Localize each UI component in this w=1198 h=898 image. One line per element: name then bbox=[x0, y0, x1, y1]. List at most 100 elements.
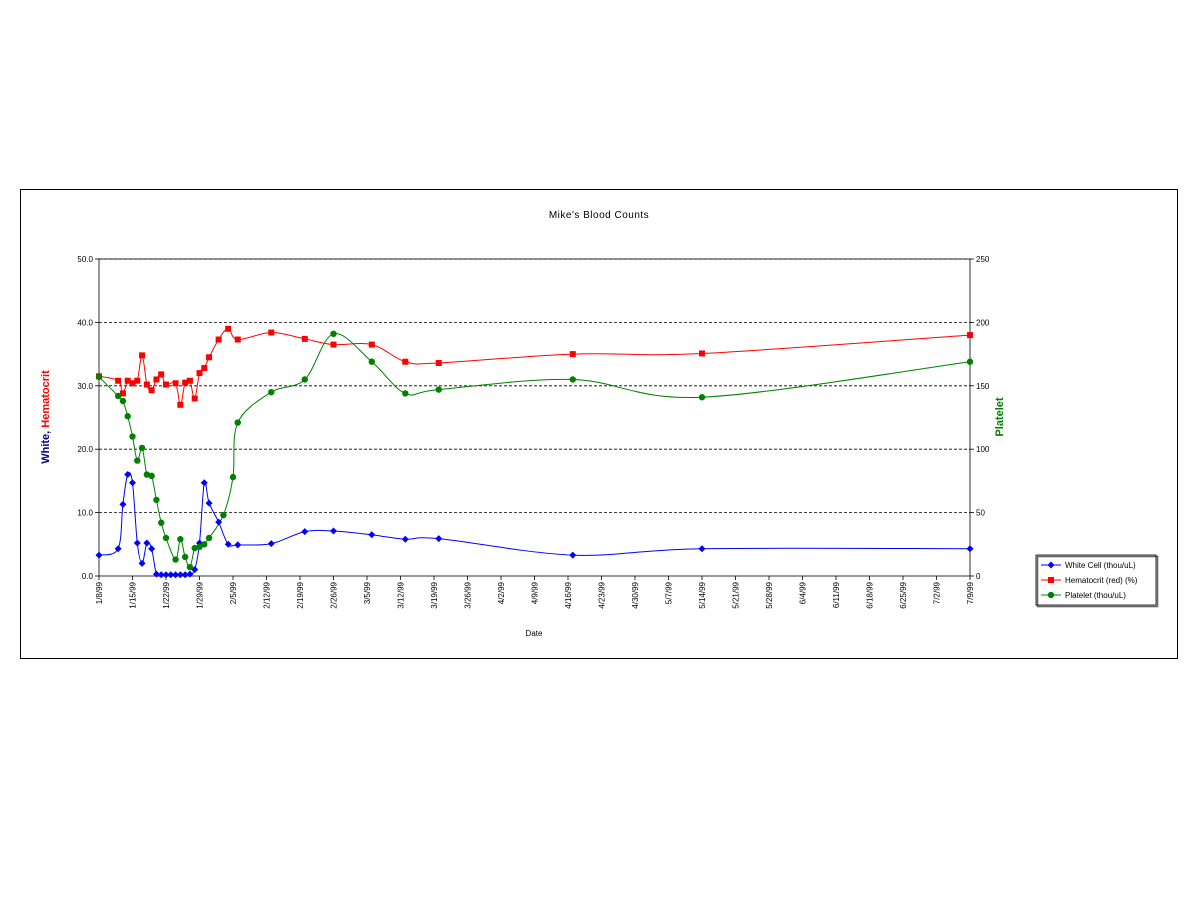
data-point-circle bbox=[162, 534, 170, 542]
x-tick-label: 5/28/99 bbox=[765, 581, 774, 608]
y-axis-label-left: White, Hematocrit bbox=[40, 370, 52, 464]
data-point-diamond bbox=[129, 479, 136, 487]
y-right-tick-label: 200 bbox=[976, 318, 990, 327]
y-left-tick-label: 0.0 bbox=[82, 572, 94, 581]
data-point-square bbox=[225, 325, 232, 332]
x-tick-label: 7/2/99 bbox=[933, 581, 942, 604]
data-point-diamond bbox=[95, 551, 103, 559]
data-point-square bbox=[139, 352, 146, 359]
y-right-tick-label: 100 bbox=[976, 445, 990, 454]
data-point-diamond bbox=[186, 570, 194, 578]
data-point-circle bbox=[435, 386, 442, 393]
data-point-circle bbox=[134, 457, 141, 464]
y-right-tick-label: 0 bbox=[976, 572, 981, 581]
x-tick-label: 6/18/99 bbox=[866, 581, 875, 608]
series-line-1 bbox=[98, 328, 971, 406]
data-point-circle bbox=[569, 376, 576, 383]
x-tick-label: 2/12/99 bbox=[263, 581, 272, 608]
data-point-square bbox=[330, 341, 337, 348]
data-point-diamond bbox=[205, 499, 213, 507]
data-point-square bbox=[967, 332, 973, 339]
data-point-square bbox=[153, 376, 160, 383]
x-tick-label: 1/29/99 bbox=[196, 581, 205, 608]
blood-counts-chart: Mike's Blood Counts 0.0 10.0 20.0 30.0 40.0 5… bbox=[40, 210, 1159, 638]
legend-marker bbox=[1048, 577, 1054, 583]
data-point-square bbox=[196, 370, 203, 377]
x-tick-label: 6/4/99 bbox=[799, 581, 808, 604]
x-tick-label: 5/7/99 bbox=[665, 581, 674, 604]
data-point-square bbox=[172, 380, 179, 387]
x-tick-label: 5/14/99 bbox=[698, 581, 707, 608]
data-point-circle bbox=[205, 534, 213, 542]
data-point-circle bbox=[181, 553, 189, 561]
data-point-square bbox=[115, 377, 122, 384]
data-point-circle bbox=[698, 394, 706, 401]
y-axis-label-right: Platelet bbox=[994, 397, 1006, 436]
y-axis-label-part: , bbox=[40, 428, 52, 434]
y-right-tick-label: 250 bbox=[976, 255, 990, 264]
legend-entry-label: Hematocrit (red) (%) bbox=[1065, 576, 1138, 585]
data-point-circle bbox=[143, 471, 151, 478]
x-tick-label: 1/22/99 bbox=[162, 581, 171, 608]
data-point-square bbox=[435, 359, 442, 366]
data-point-square bbox=[158, 371, 165, 378]
data-point-square bbox=[186, 377, 193, 384]
data-point-circle bbox=[330, 330, 337, 338]
data-point-diamond bbox=[114, 545, 122, 553]
data-point-diamond bbox=[698, 545, 706, 553]
data-point-square bbox=[301, 335, 308, 342]
data-point-square bbox=[402, 358, 409, 365]
x-tick-label: 4/16/99 bbox=[564, 581, 573, 608]
y-axis-label-left-text: White, Hematocrit bbox=[40, 370, 52, 464]
legend-marker bbox=[1047, 591, 1055, 599]
data-point-diamond bbox=[200, 479, 208, 487]
x-tick-label: 2/19/99 bbox=[296, 581, 305, 608]
data-point-square bbox=[148, 387, 155, 394]
data-point-diamond bbox=[301, 528, 309, 536]
data-point-diamond bbox=[119, 500, 127, 508]
data-point-diamond bbox=[138, 559, 146, 567]
data-point-circle bbox=[138, 444, 146, 452]
y-left-tick-label: 20.0 bbox=[77, 445, 93, 454]
x-tick-label: 6/11/99 bbox=[832, 581, 841, 608]
data-point-diamond bbox=[152, 570, 160, 578]
data-point-circle bbox=[268, 388, 275, 396]
data-point-diamond bbox=[143, 539, 151, 547]
legend: White Cell (thou/uL) Hematocrit (red) (%)… bbox=[1035, 554, 1159, 608]
data-point-square bbox=[201, 365, 208, 372]
data-point-diamond bbox=[401, 535, 409, 543]
data-point-diamond bbox=[148, 545, 156, 553]
data-point-circle bbox=[124, 413, 131, 420]
data-point-circle bbox=[191, 544, 198, 552]
x-tick-label: 5/21/99 bbox=[732, 581, 741, 608]
data-point-circle bbox=[966, 358, 974, 365]
data-point-circle bbox=[201, 541, 208, 548]
data-point-diamond bbox=[330, 527, 337, 535]
x-tick-label: 2/26/99 bbox=[330, 581, 339, 608]
legend-marker bbox=[1047, 561, 1055, 569]
data-point-diamond bbox=[215, 518, 223, 526]
x-tick-label: 3/12/99 bbox=[397, 581, 406, 608]
x-tick-label: 3/19/99 bbox=[430, 581, 439, 608]
data-point-circle bbox=[368, 358, 375, 365]
data-point-diamond bbox=[157, 571, 165, 579]
x-tick-label: 4/9/99 bbox=[531, 581, 540, 604]
y-left-tick-label: 40.0 bbox=[77, 318, 93, 327]
data-point-circle bbox=[177, 536, 184, 543]
data-point-diamond bbox=[234, 541, 242, 549]
series-line-2 bbox=[98, 333, 971, 568]
data-point-square bbox=[191, 395, 198, 402]
plot-area bbox=[98, 258, 971, 577]
data-point-circle bbox=[234, 419, 241, 426]
data-point-circle bbox=[186, 563, 194, 571]
data-point-square bbox=[234, 336, 241, 343]
y-left-tick-label: 30.0 bbox=[77, 382, 93, 391]
data-point-diamond bbox=[368, 531, 376, 539]
data-point-diamond bbox=[267, 540, 275, 548]
data-point-circle bbox=[129, 433, 136, 440]
data-point-square bbox=[143, 381, 150, 388]
data-point-square bbox=[119, 390, 126, 397]
data-point-circle bbox=[196, 543, 203, 551]
data-point-square bbox=[215, 336, 222, 343]
data-point-diamond bbox=[181, 571, 189, 579]
